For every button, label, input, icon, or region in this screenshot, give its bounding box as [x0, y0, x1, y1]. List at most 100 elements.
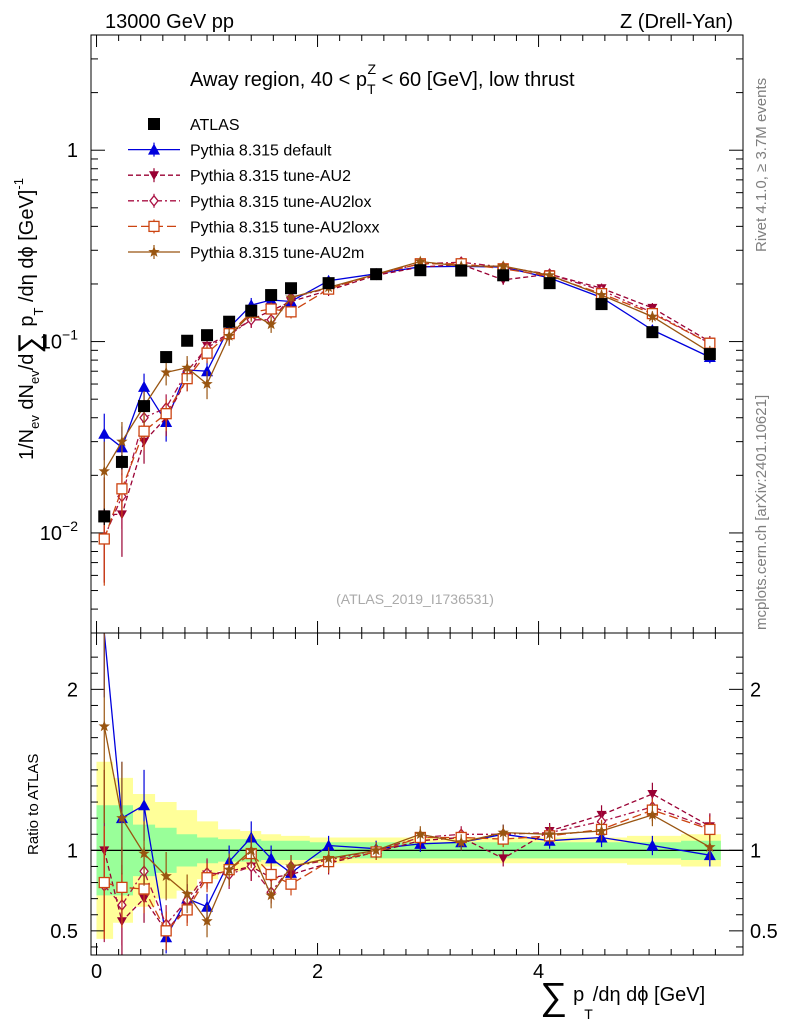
ratio-bands — [91, 761, 743, 939]
y-tick-label: 10−2 — [40, 518, 78, 545]
data-point — [285, 291, 297, 303]
data-point — [116, 483, 128, 495]
data-point — [160, 408, 172, 420]
ratio-tick-label-right: 0.5 — [750, 921, 778, 943]
analysis-watermark: (ATLAS_2019_I1736531) — [336, 591, 494, 607]
data-point — [98, 533, 110, 545]
legend: ATLAS Pythia 8.315 default Pythia 8.315 tu… — [128, 117, 379, 262]
legend-marker-au2loxx — [148, 220, 160, 233]
ratio-point — [160, 870, 172, 881]
ratio-point — [646, 808, 659, 820]
main-series — [98, 255, 716, 586]
ratio-series — [98, 632, 716, 955]
x-tick-label: 2 — [312, 961, 323, 983]
xlabel-rest: /dη dϕ [GeV] — [593, 984, 705, 1006]
data-point — [201, 378, 213, 389]
series-default — [98, 260, 716, 476]
data-point — [98, 510, 111, 523]
series-line — [103, 261, 711, 538]
ylabel-sum: ∑ — [13, 332, 46, 353]
title-sub: T — [367, 81, 376, 97]
data-point — [98, 427, 111, 439]
y-tick-label: 10−1 — [40, 327, 78, 354]
data-point — [265, 303, 277, 315]
legend-label-au2: Pythia 8.315 tune-AU2 — [190, 168, 351, 185]
series-au2loxx — [98, 258, 716, 586]
xlabel-sum: ∑ — [540, 976, 567, 1018]
ratio-point — [138, 847, 150, 859]
data-point — [181, 361, 193, 373]
ratio-point — [285, 860, 297, 872]
data-point — [595, 289, 608, 300]
ratio-point — [98, 720, 110, 732]
y-axis-label: 1/Nev dNev/d∑ pT /dη dϕ [GeV]-1 — [11, 178, 46, 460]
ratio-point — [543, 828, 556, 840]
data-point — [160, 351, 173, 364]
ratio-point — [160, 925, 172, 937]
data-point — [595, 298, 608, 311]
ratio-line — [103, 632, 710, 940]
ratio-point — [498, 854, 509, 864]
ratio-tick-label-right: 2 — [750, 679, 761, 701]
data-point — [138, 380, 151, 392]
ratio-point — [646, 839, 659, 851]
series-au2 — [99, 260, 715, 583]
legend-label-default: Pythia 8.315 default — [190, 143, 332, 160]
ylabel-b: dN — [16, 384, 38, 415]
ratio-tick-label-right: 1 — [750, 840, 761, 862]
data-point — [138, 425, 150, 437]
series-line — [103, 265, 711, 449]
xlabel-p: p — [573, 984, 584, 1006]
ylabel-a: 1/N — [16, 429, 38, 460]
ratio-point — [414, 828, 426, 840]
ylabel-d: p — [16, 316, 38, 333]
ratio-point — [265, 889, 277, 901]
data-point — [98, 465, 110, 477]
data-point — [115, 455, 128, 468]
data-point — [370, 268, 383, 281]
data-point — [543, 269, 556, 281]
ratio-tick-label-left: 0.5 — [50, 921, 78, 943]
series-atlas — [98, 264, 716, 526]
ratio-point — [497, 826, 509, 838]
ratio-point — [285, 878, 297, 890]
data-point — [181, 334, 194, 347]
data-point — [543, 277, 556, 290]
legend-label-au2loxx: Pythia 8.315 tune-AU2loxx — [190, 219, 379, 236]
ratio-point — [223, 863, 235, 875]
ylabel-e: /dη dϕ [GeV] — [16, 190, 38, 308]
data-point — [201, 365, 214, 377]
data-point — [265, 318, 277, 330]
title-sup: Z — [368, 61, 377, 77]
ratio-point — [265, 852, 278, 864]
data-point — [285, 282, 298, 295]
data-point — [455, 264, 468, 277]
ratio-point — [322, 852, 335, 864]
data-point — [245, 304, 258, 317]
data-point — [414, 264, 427, 277]
y-tick-base: 10 — [40, 332, 62, 354]
data-point — [703, 348, 716, 361]
ratio-point — [704, 841, 716, 852]
ratio-tick-label-left: 1 — [67, 840, 78, 862]
ratio-point — [181, 887, 193, 899]
data-point — [646, 326, 659, 339]
ratio-panel: 0 2 4 0.5 0.5 1 1 2 2 Ratio to ATLAS — [25, 632, 778, 983]
legend-marker-default — [148, 143, 160, 155]
ratio-point — [265, 868, 277, 881]
data-point — [497, 260, 509, 271]
data-point — [497, 269, 510, 282]
ratio-point — [704, 823, 716, 836]
title-suffix: < 60 [GeV], low thrust — [376, 69, 575, 91]
ratio-series-au2m — [98, 633, 716, 938]
ratio-point — [116, 881, 128, 894]
legend-label-atlas: ATLAS — [190, 117, 240, 134]
ratio-point — [116, 812, 128, 823]
ratio-point — [647, 790, 658, 799]
ylabel-ev2: ev — [27, 370, 42, 384]
main-ticks: 10−210−11 — [40, 34, 743, 634]
data-point — [414, 255, 426, 267]
data-point — [201, 347, 213, 359]
ratio-point — [245, 844, 257, 856]
